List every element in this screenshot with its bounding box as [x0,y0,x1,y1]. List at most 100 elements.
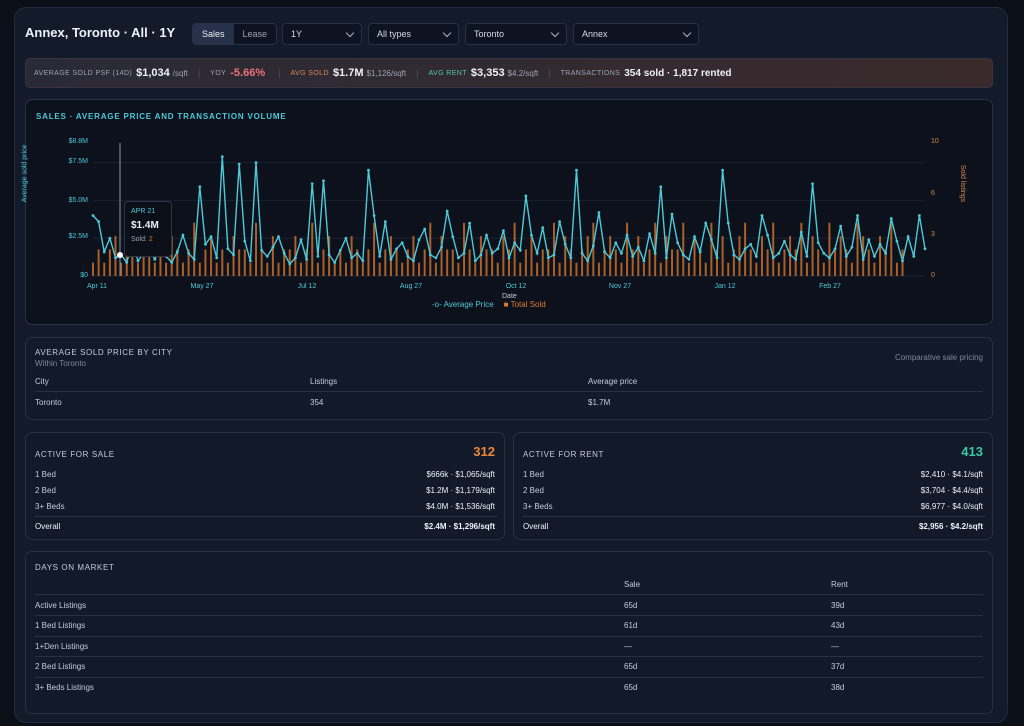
price-point [344,236,348,240]
divider [35,594,983,595]
divider: | [548,68,551,78]
table-cell: 354 [310,398,324,407]
city-card-note: Comparative sale pricing [894,353,983,362]
price-point [406,254,410,258]
price-point [108,236,112,240]
price-point [355,251,359,255]
avg-rent-label: AVG RENT [428,69,467,77]
sold-bar [136,262,139,276]
price-point [457,256,460,260]
price-point [316,254,320,258]
price-point [367,168,370,172]
price-point [546,256,550,260]
period-value: 1Y [291,29,303,39]
x-tick: Nov 27 [608,283,632,290]
column-header-average-price: Average price [588,377,638,386]
sold-bar [468,249,471,276]
list-item-label: 2 Bed [35,486,56,495]
legend-item-sold[interactable]: ■ Total Sold [504,300,546,309]
price-point [586,259,590,263]
column-header-city: City [35,377,49,386]
y-tick: $0 [80,272,88,279]
tab-sales[interactable]: Sales [193,24,234,44]
price-point [187,251,190,255]
price-point [901,259,904,263]
price-point [277,235,280,239]
period-select[interactable]: 1Y [282,23,362,45]
price-point [923,247,927,251]
sold-bar [755,262,758,276]
price-point [597,211,601,214]
square-icon: ■ [503,300,509,309]
hover-point [117,252,123,258]
sold-bar [198,262,201,276]
table-cell: Toronto [35,398,62,407]
type-select[interactable]: All types [368,23,459,45]
chevron-down-icon [682,28,692,38]
legend-price-label: Average Price [443,300,494,309]
price-point [338,248,342,252]
city-select[interactable]: Toronto [465,23,567,45]
price-point [665,256,668,260]
price-point [625,233,629,237]
x-tick: Jul 12 [297,283,317,290]
column-header-rent: Rent [831,580,848,589]
neighbourhood-select[interactable]: Annex [573,23,699,45]
sold-bar [839,236,842,276]
legend-item-price[interactable]: -o- Average Price [432,300,494,309]
price-point [822,251,826,255]
table-cell: 39d [831,601,845,610]
price-point [636,245,640,249]
price-point [271,245,275,249]
price-point [485,233,488,237]
price-point [136,259,140,263]
tooltip-sold-label: Sold: [131,236,147,243]
price-point [878,242,882,246]
sold-bar [277,262,280,276]
sold-bar [738,236,741,276]
chevron-down-icon [442,28,452,38]
sold-bar [429,222,432,276]
list-item-value: $666k · $1,065/sqft [426,470,496,479]
sold-bar [558,262,561,276]
sold-bar [766,249,769,276]
sold-bar [614,249,617,276]
price-point [653,251,657,255]
mode-toggle: Sales Lease [192,23,278,45]
price-point [884,251,888,255]
column-header-sale: Sale [624,580,641,589]
sold-bar [266,262,269,276]
city-value: Toronto [474,29,505,39]
y-tick: $7.5M [68,158,88,165]
tab-lease[interactable]: Lease [242,29,268,39]
price-point [614,241,618,245]
sold-bar [721,236,724,276]
price-point [451,235,455,239]
sold-bar [575,262,578,276]
price-point [372,214,376,217]
price-point [715,256,719,260]
list-item-value: $1.2M · $1,179/sqft [426,486,495,495]
price-point [889,217,893,220]
price-point [912,254,916,258]
price-point [788,253,792,257]
price-point [833,247,837,251]
type-value: All types [377,29,412,39]
y2-tick: 10 [931,138,939,145]
price-volume-chart[interactable] [26,100,994,326]
sales-chart-card: SALES · AVERAGE PRICE AND TRANSACTION VO… [21,99,994,326]
price-point [232,253,235,257]
price-point [473,259,477,263]
table-cell: 38d [831,683,845,692]
price-point [642,259,646,263]
sold-bar [378,262,381,276]
sold-bar [210,236,213,276]
table-cell: 61d [624,621,638,630]
price-point [293,256,297,260]
price-point [783,239,786,243]
price-point [839,224,843,228]
sold-bar [620,262,623,276]
sold-bar [890,222,893,276]
chart-title: SALES · AVERAGE PRICE AND TRANSACTION VO… [36,112,287,121]
price-point [288,262,292,266]
